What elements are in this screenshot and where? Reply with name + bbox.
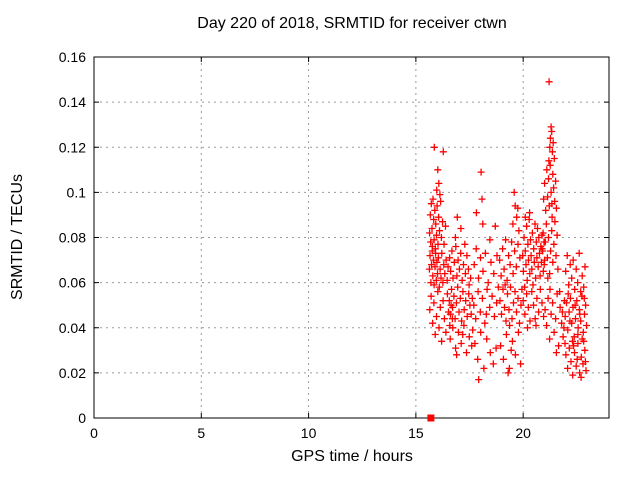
y-tick-label: 0.16 <box>59 49 86 65</box>
tick-labels: 0 5 10 15 20 0 0.02 0.04 0.06 0.08 0.1 0.12 0.14 0.16 <box>59 49 531 441</box>
y-tick-label: 0.04 <box>59 320 86 336</box>
x-tick-label: 20 <box>515 425 531 441</box>
y-tick-label: 0.02 <box>59 365 86 381</box>
x-tick-label: 10 <box>301 425 317 441</box>
x-tick-label: 0 <box>90 425 98 441</box>
y-tick-label: 0.06 <box>59 275 86 291</box>
plot-border <box>93 56 610 419</box>
tick-marks <box>93 56 609 419</box>
x-axis-label: GPS time / hours <box>291 448 413 465</box>
grid-lines <box>94 57 609 418</box>
y-tick-label: 0.12 <box>59 139 86 155</box>
y-tick-label: 0.08 <box>59 230 86 246</box>
y-tick-label: 0.14 <box>59 94 86 110</box>
y-tick-label: 0.1 <box>67 184 87 200</box>
series-filled-square <box>427 414 435 422</box>
x-tick-label: 5 <box>197 425 205 441</box>
y-tick-label: 0 <box>78 410 86 426</box>
series-plus <box>425 78 590 384</box>
chart-title: Day 220 of 2018, SRMTID for receiver ctw… <box>197 15 507 32</box>
x-tick-label: 15 <box>408 425 424 441</box>
